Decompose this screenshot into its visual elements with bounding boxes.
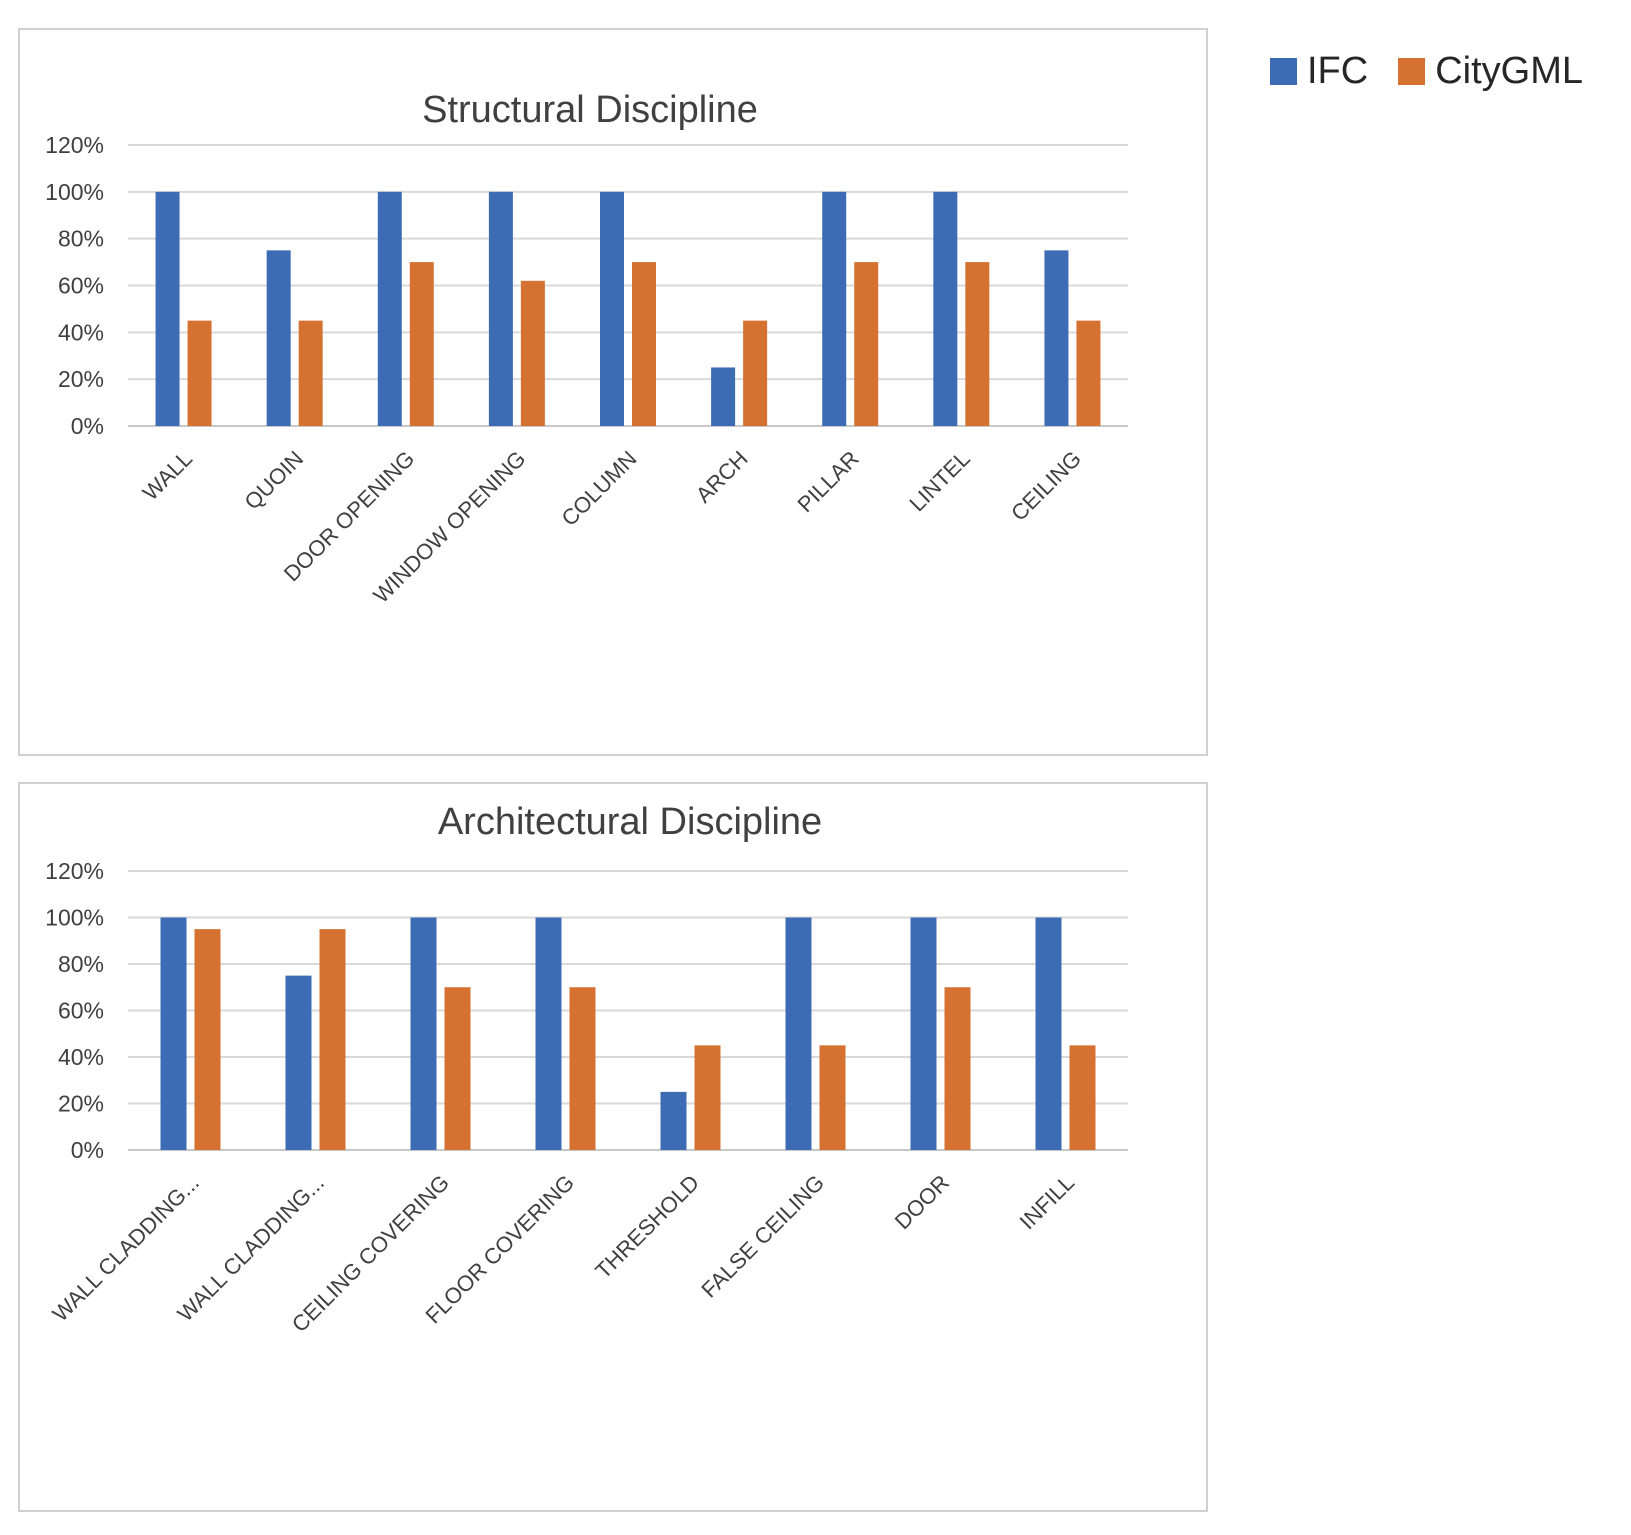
bar-ifc-ceiling-covering xyxy=(410,917,437,1150)
bar-ifc-column xyxy=(600,191,624,426)
x-category-label: ARCH xyxy=(691,446,753,508)
bar-citygml-threshold xyxy=(694,1045,721,1150)
chart-title: Architectural Discipline xyxy=(438,801,822,843)
y-tick-label: 100% xyxy=(45,905,104,931)
bar-ifc-false-ceiling xyxy=(785,917,812,1150)
y-tick-label: 120% xyxy=(45,132,104,158)
x-category-label: LINTEL xyxy=(904,446,974,516)
architectural-chart-panel: Architectural Discipline 0% 20% 40% 60% 80% 10… xyxy=(18,782,1208,1512)
bar-ifc-window-opening xyxy=(488,191,513,426)
bar-citygml-door xyxy=(944,987,971,1150)
bar-ifc-arch xyxy=(711,367,736,426)
structural-chart-panel: Structural Discipline 0% 20% 40% 60% 80% 100% 1… xyxy=(18,28,1208,756)
y-tick-label: 0% xyxy=(71,413,104,439)
bar-ifc-floor-covering xyxy=(535,917,562,1150)
y-tick-label: 40% xyxy=(58,1044,104,1070)
bar-ifc-door-opening xyxy=(377,191,402,426)
bar-citygml-false-ceiling xyxy=(819,1045,846,1150)
y-tick-label: 20% xyxy=(58,366,104,392)
bar-citygml-arch xyxy=(743,320,768,426)
x-category-label: FALSE CEILING xyxy=(696,1170,829,1303)
bar-ifc-lintel xyxy=(933,191,958,426)
bar-citygml-ceiling xyxy=(1076,320,1101,426)
bar-citygml-wall-cladding xyxy=(319,929,346,1150)
bar-ifc-wall xyxy=(155,191,180,426)
bar-citygml-wall-cladding xyxy=(194,929,221,1150)
y-tick-label: 120% xyxy=(45,858,104,884)
legend-label-citygml: CityGML xyxy=(1435,50,1584,92)
bar-citygml-infill xyxy=(1069,1045,1096,1150)
legend: IFC CityGML xyxy=(1270,50,1583,93)
chart-title: Structural Discipline xyxy=(422,89,758,131)
y-tick-label: 20% xyxy=(58,1091,104,1117)
y-tick-label: 60% xyxy=(58,998,104,1024)
bar-citygml-window-opening xyxy=(520,280,545,426)
legend-item-citygml: CityGML xyxy=(1398,50,1583,93)
y-tick-label: 40% xyxy=(58,319,104,345)
bar-ifc-quoin xyxy=(266,250,291,426)
x-category-label: INFILL xyxy=(1015,1170,1079,1234)
bar-citygml-door-opening xyxy=(409,262,434,426)
x-category-label: COLUMN xyxy=(556,446,641,531)
bar-ifc-wall-cladding xyxy=(285,975,312,1150)
bar-citygml-quoin xyxy=(298,320,323,426)
y-tick-label: 80% xyxy=(58,951,104,977)
legend-label-ifc: IFC xyxy=(1307,50,1369,92)
y-tick-label: 60% xyxy=(58,273,104,299)
x-category-label: THRESHOLD xyxy=(590,1170,704,1284)
bar-citygml-lintel xyxy=(965,262,990,426)
bar-citygml-pillar xyxy=(854,262,879,426)
bar-ifc-ceiling xyxy=(1044,250,1069,426)
structural-chart: Structural Discipline 0% 20% 40% 60% 80% 100% 1… xyxy=(45,89,1128,608)
bar-ifc-threshold xyxy=(660,1091,687,1150)
bar-citygml-ceiling-covering xyxy=(444,987,471,1150)
bar-citygml-wall xyxy=(187,320,212,426)
x-category-label: QUOIN xyxy=(240,446,309,515)
legend-swatch-citygml xyxy=(1398,58,1426,85)
bar-ifc-pillar xyxy=(822,191,847,426)
legend-swatch-ifc xyxy=(1270,58,1297,85)
bar-ifc-door xyxy=(910,917,937,1150)
bar-ifc-infill xyxy=(1035,917,1062,1150)
y-tick-label: 80% xyxy=(58,226,104,252)
y-tick-label: 100% xyxy=(45,179,104,205)
y-tick-label: 0% xyxy=(71,1137,104,1163)
bar-ifc-wall-cladding xyxy=(160,917,187,1150)
x-category-label: CEILING xyxy=(1006,446,1086,526)
x-category-label: PILLAR xyxy=(792,446,863,517)
x-category-label: WALL xyxy=(138,446,197,505)
architectural-chart: Architectural Discipline 0% 20% 40% 60% 80% 10… xyxy=(45,801,1128,1337)
x-category-label: DOOR xyxy=(890,1170,954,1234)
bar-citygml-column xyxy=(632,262,656,426)
bar-citygml-floor-covering xyxy=(569,987,596,1150)
legend-item-ifc: IFC xyxy=(1270,50,1368,93)
